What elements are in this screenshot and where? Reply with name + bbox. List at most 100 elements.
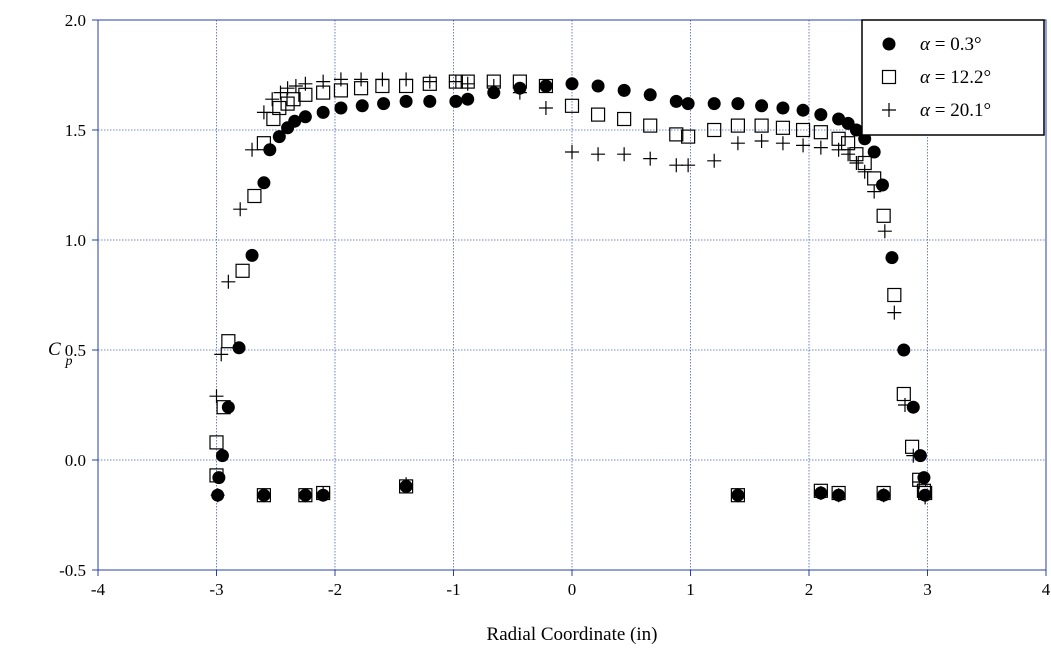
data-point <box>538 78 554 94</box>
data-point <box>617 111 632 127</box>
data-point <box>565 145 579 159</box>
data-point <box>906 448 921 463</box>
data-point <box>565 77 579 91</box>
data-point <box>316 105 330 119</box>
data-point <box>867 145 881 159</box>
y-axis-title-main: C <box>48 339 61 360</box>
data-point <box>876 488 891 503</box>
data-point <box>814 108 828 122</box>
data-point <box>669 94 683 108</box>
data-point <box>643 88 657 102</box>
data-point <box>617 83 631 97</box>
data-point <box>257 176 271 190</box>
x-tick-label: 2 <box>805 580 814 599</box>
data-point <box>707 122 722 138</box>
y-tick-label: 0.5 <box>65 341 86 360</box>
data-point <box>209 435 224 450</box>
data-point <box>796 138 811 153</box>
data-point <box>913 449 927 463</box>
legend-items: α = 0.3° α = 12.2° α = 20.1° <box>881 34 991 121</box>
data-point <box>486 79 501 93</box>
data-point <box>375 72 390 87</box>
data-point <box>273 85 288 100</box>
data-point <box>538 101 553 115</box>
data-point <box>399 72 414 87</box>
data-point <box>918 490 933 505</box>
x-axis-title: Radial Coordinate (in) <box>487 624 658 645</box>
legend: α = 0.3° α = 12.2° α = 20.1° <box>861 19 1045 136</box>
data-point <box>617 147 632 162</box>
data-point <box>449 94 463 108</box>
data-point <box>355 99 369 113</box>
data-point <box>591 147 606 162</box>
data-point <box>245 248 259 262</box>
data-point <box>221 334 236 349</box>
data-point <box>209 389 224 404</box>
data-point <box>857 164 872 179</box>
data-point <box>904 439 920 454</box>
data-point <box>867 184 882 199</box>
data-point <box>754 134 769 148</box>
y-tick-label: 0.0 <box>65 451 86 470</box>
data-point <box>399 477 414 492</box>
x-tick-label: 0 <box>568 580 577 599</box>
data-point <box>564 98 580 113</box>
data-point <box>280 81 295 96</box>
data-point <box>876 208 891 223</box>
data-point <box>707 97 721 111</box>
data-point <box>539 79 553 93</box>
data-point <box>298 110 312 124</box>
data-point <box>754 118 769 133</box>
data-point <box>590 107 606 122</box>
series-1 <box>211 77 932 502</box>
data-point <box>730 118 746 133</box>
data-point <box>591 79 605 93</box>
y-tick-label: 1.5 <box>65 121 86 140</box>
data-point <box>448 74 463 89</box>
data-point <box>813 486 828 500</box>
y-tick-label: 1.0 <box>65 231 86 250</box>
x-tick-label: -4 <box>91 580 106 599</box>
data-point <box>849 123 863 137</box>
data-point <box>887 287 902 303</box>
data-point <box>831 142 846 157</box>
data-point <box>256 105 271 120</box>
data-point <box>210 488 225 503</box>
data-point <box>681 129 696 144</box>
data-point <box>776 101 790 115</box>
data-point <box>885 251 899 265</box>
data-point <box>887 305 902 320</box>
y-tick-label: -0.5 <box>59 561 86 580</box>
data-point <box>316 486 331 500</box>
data-point <box>813 125 828 140</box>
data-point <box>461 92 475 106</box>
x-tick-label: 4 <box>1042 580 1051 599</box>
x-tick-label: -3 <box>209 580 223 599</box>
axes <box>92 19 1047 576</box>
data-point <box>272 130 286 144</box>
data-point <box>288 114 302 128</box>
data-point <box>245 142 260 157</box>
data-point <box>214 347 229 362</box>
data-point <box>643 118 658 133</box>
legend-label: α = 0.3° <box>920 34 982 55</box>
data-point <box>795 122 811 138</box>
data-point <box>755 99 769 113</box>
data-point <box>831 488 846 503</box>
data-point <box>669 127 684 142</box>
data-point <box>233 202 248 217</box>
tick-labels: -4 -3 -2 -1 0 1 2 3 4 -0.5 0.0 0.5 1.0 1.5 2.0 <box>59 11 1051 599</box>
data-point <box>730 488 745 503</box>
data-point <box>333 72 348 87</box>
legend-marker <box>881 69 897 85</box>
data-point <box>399 94 413 108</box>
y-axis-title: C p <box>48 339 72 369</box>
data-point <box>917 471 931 485</box>
data-point <box>256 136 271 151</box>
data-point <box>354 72 369 87</box>
data-point <box>221 274 236 289</box>
data-points <box>209 72 933 505</box>
data-point <box>877 224 892 239</box>
data-point <box>212 471 226 485</box>
